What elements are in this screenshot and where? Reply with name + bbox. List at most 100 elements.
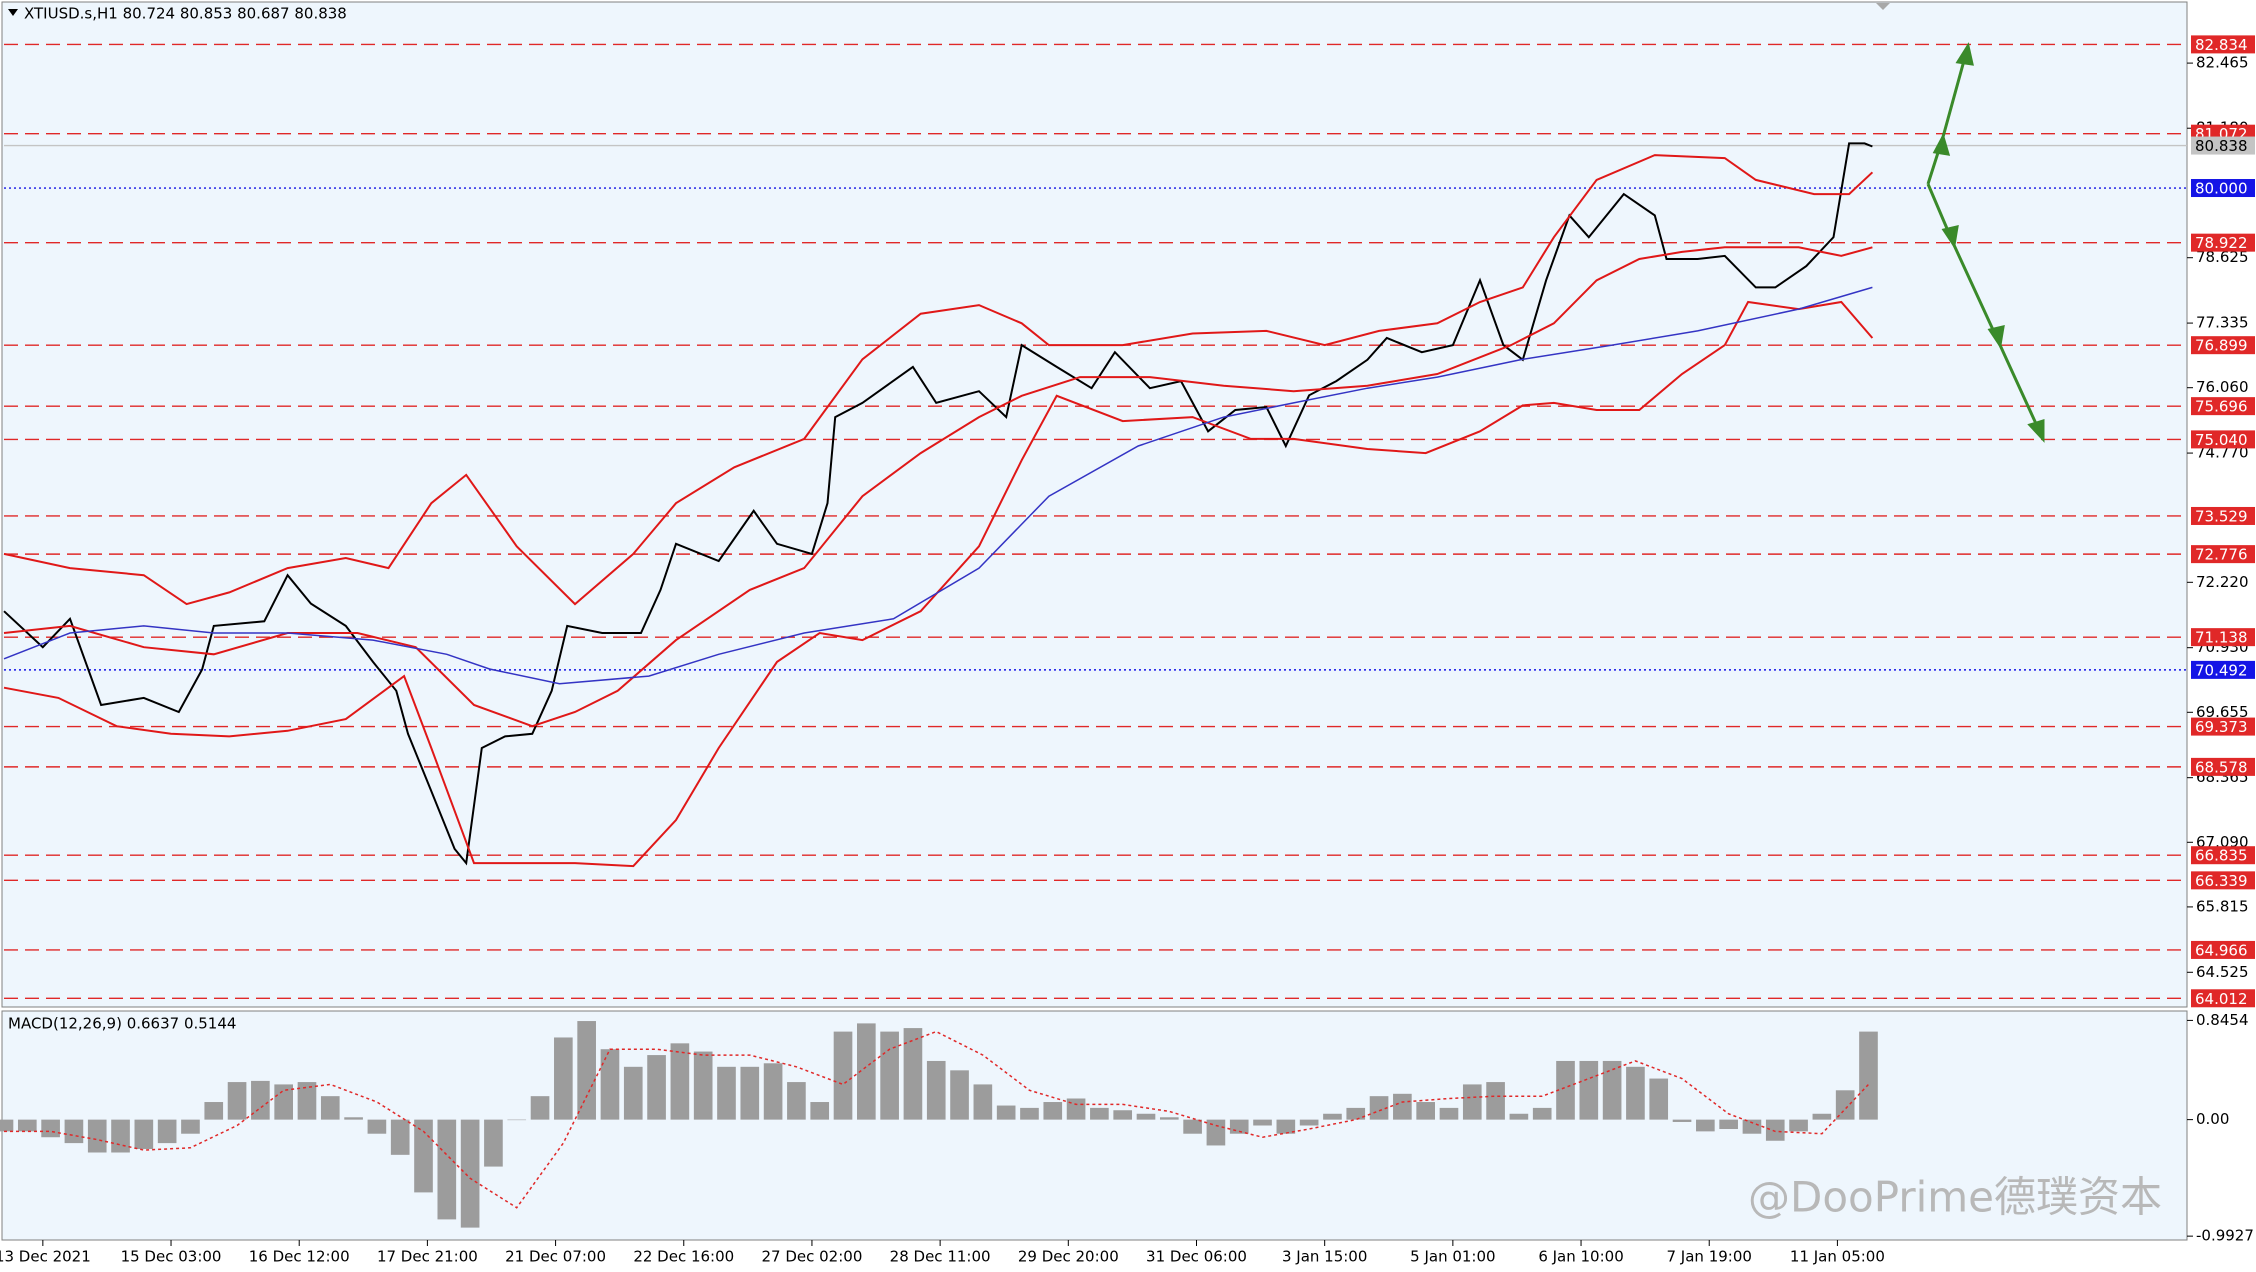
level-label-bg bbox=[2191, 430, 2255, 449]
x-tick-label: 3 Jan 15:00 bbox=[1282, 1248, 1367, 1266]
histogram-bar bbox=[1113, 1110, 1133, 1120]
histogram-bar bbox=[1043, 1102, 1063, 1120]
level-label: 80.838 bbox=[2195, 137, 2248, 155]
x-tick-label: 16 Dec 12:00 bbox=[249, 1248, 350, 1266]
histogram-bar bbox=[1812, 1113, 1832, 1120]
level-label-bg bbox=[2191, 717, 2255, 736]
menu-icon[interactable] bbox=[8, 9, 18, 16]
arrow-head bbox=[1987, 325, 2005, 349]
level-label: 76.899 bbox=[2195, 337, 2248, 355]
y-tick-label: 65.815 bbox=[2196, 897, 2249, 915]
price-panel bbox=[1, 1, 2188, 1008]
level-label: 73.529 bbox=[2195, 507, 2248, 525]
y-tick-label: 77.335 bbox=[2196, 314, 2249, 332]
histogram-bar bbox=[64, 1119, 84, 1144]
histogram-bar bbox=[1672, 1119, 1692, 1122]
y-tick-label: -0.9927 bbox=[2196, 1227, 2254, 1245]
histogram-bar bbox=[1789, 1119, 1808, 1132]
level-label-bg bbox=[2191, 846, 2255, 865]
histogram-bar bbox=[1090, 1107, 1109, 1120]
arrow-head bbox=[1932, 133, 1951, 156]
histogram-bar bbox=[1020, 1107, 1039, 1120]
histogram-bar bbox=[134, 1119, 154, 1149]
histogram-bar bbox=[1323, 1113, 1342, 1120]
histogram-bar bbox=[740, 1066, 760, 1120]
level-label-bg bbox=[2191, 545, 2255, 564]
histogram-bar bbox=[507, 1119, 527, 1121]
series-line bbox=[3, 154, 1874, 606]
histogram-bar bbox=[460, 1119, 480, 1228]
histogram-bar bbox=[763, 1063, 783, 1120]
shift-marker bbox=[1876, 3, 1890, 10]
y-tick-label: 64.525 bbox=[2196, 963, 2249, 981]
histogram-bar bbox=[1439, 1107, 1459, 1120]
histogram-bar bbox=[996, 1105, 1016, 1120]
x-tick-label: 22 Dec 16:00 bbox=[633, 1248, 734, 1266]
level-label-bg bbox=[2191, 940, 2255, 959]
level-label-bg bbox=[2191, 757, 2255, 776]
histogram-bar bbox=[554, 1037, 573, 1120]
histogram-bar bbox=[251, 1080, 270, 1120]
level-label-bg bbox=[2191, 397, 2255, 416]
histogram-bar bbox=[1299, 1119, 1319, 1126]
arrow-head bbox=[1955, 42, 1974, 66]
histogram-bar bbox=[1346, 1107, 1366, 1120]
x-tick-label: 27 Dec 02:00 bbox=[761, 1248, 862, 1266]
level-label: 68.578 bbox=[2195, 758, 2248, 776]
level-label-bg bbox=[2191, 179, 2255, 198]
histogram-bar bbox=[17, 1119, 37, 1132]
histogram-bar bbox=[693, 1051, 713, 1120]
y-tick-label: 76.060 bbox=[2196, 378, 2249, 396]
histogram-bar bbox=[1532, 1107, 1552, 1120]
series-line bbox=[3, 142, 1873, 866]
level-label: 75.040 bbox=[2195, 431, 2248, 449]
histogram-bar bbox=[484, 1119, 503, 1167]
forecast-arrows bbox=[1926, 42, 2045, 443]
macd-label: MACD(12,26,9) 0.6637 0.5144 bbox=[8, 1015, 236, 1033]
level-label: 71.138 bbox=[2195, 629, 2248, 647]
histogram-bar bbox=[577, 1021, 596, 1120]
level-label-bg bbox=[2191, 871, 2255, 890]
histogram-bar bbox=[1136, 1113, 1156, 1120]
histogram-bar bbox=[157, 1119, 177, 1144]
y-tick-label: 78.625 bbox=[2196, 248, 2249, 266]
level-label: 64.966 bbox=[2195, 941, 2248, 959]
histogram-bar bbox=[0, 1119, 14, 1132]
level-label-bg bbox=[2191, 506, 2255, 525]
level-label-bg bbox=[2191, 336, 2255, 355]
histogram-bar bbox=[1626, 1066, 1645, 1120]
histogram-bar bbox=[320, 1096, 340, 1120]
histogram-bar bbox=[111, 1119, 130, 1153]
histogram-bar bbox=[833, 1031, 853, 1120]
series-line bbox=[3, 300, 1874, 868]
histogram-bar bbox=[1253, 1119, 1272, 1126]
x-tick-label: 13 Dec 2021 bbox=[0, 1248, 91, 1266]
series-line bbox=[4, 1030, 1870, 1209]
histogram-bar bbox=[857, 1023, 876, 1120]
histogram-bar bbox=[1159, 1117, 1179, 1120]
histogram-bar bbox=[926, 1060, 946, 1120]
level-label: 75.696 bbox=[2195, 398, 2248, 416]
histogram-bar bbox=[1719, 1119, 1738, 1130]
histogram-bar bbox=[1765, 1119, 1785, 1141]
arrow-head bbox=[1941, 225, 1959, 249]
y-tick-label: 0.00 bbox=[2196, 1110, 2229, 1128]
histogram-bar bbox=[903, 1028, 923, 1120]
histogram-bar bbox=[810, 1102, 830, 1120]
plot-layer: 82.46581.18078.62577.33576.06074.77072.2… bbox=[0, 35, 2255, 1266]
series-line bbox=[3, 246, 1873, 728]
chart-title: XTIUSD.s,H1 80.724 80.853 80.687 80.838 bbox=[24, 5, 347, 23]
level-label-bg bbox=[2191, 233, 2255, 252]
histogram-bar bbox=[181, 1119, 200, 1134]
histogram-bar bbox=[1369, 1096, 1389, 1120]
histogram-bar bbox=[950, 1070, 969, 1120]
level-label: 70.492 bbox=[2195, 661, 2248, 679]
histogram-bar bbox=[623, 1066, 643, 1120]
histogram-bar bbox=[647, 1055, 666, 1120]
x-tick-label: 7 Jan 19:00 bbox=[1667, 1248, 1752, 1266]
histogram-bar bbox=[530, 1096, 550, 1120]
histogram-bar bbox=[973, 1084, 993, 1120]
histogram-bar bbox=[670, 1043, 690, 1120]
histogram-bar bbox=[1859, 1031, 1878, 1120]
macd-panel bbox=[1, 1010, 2188, 1241]
